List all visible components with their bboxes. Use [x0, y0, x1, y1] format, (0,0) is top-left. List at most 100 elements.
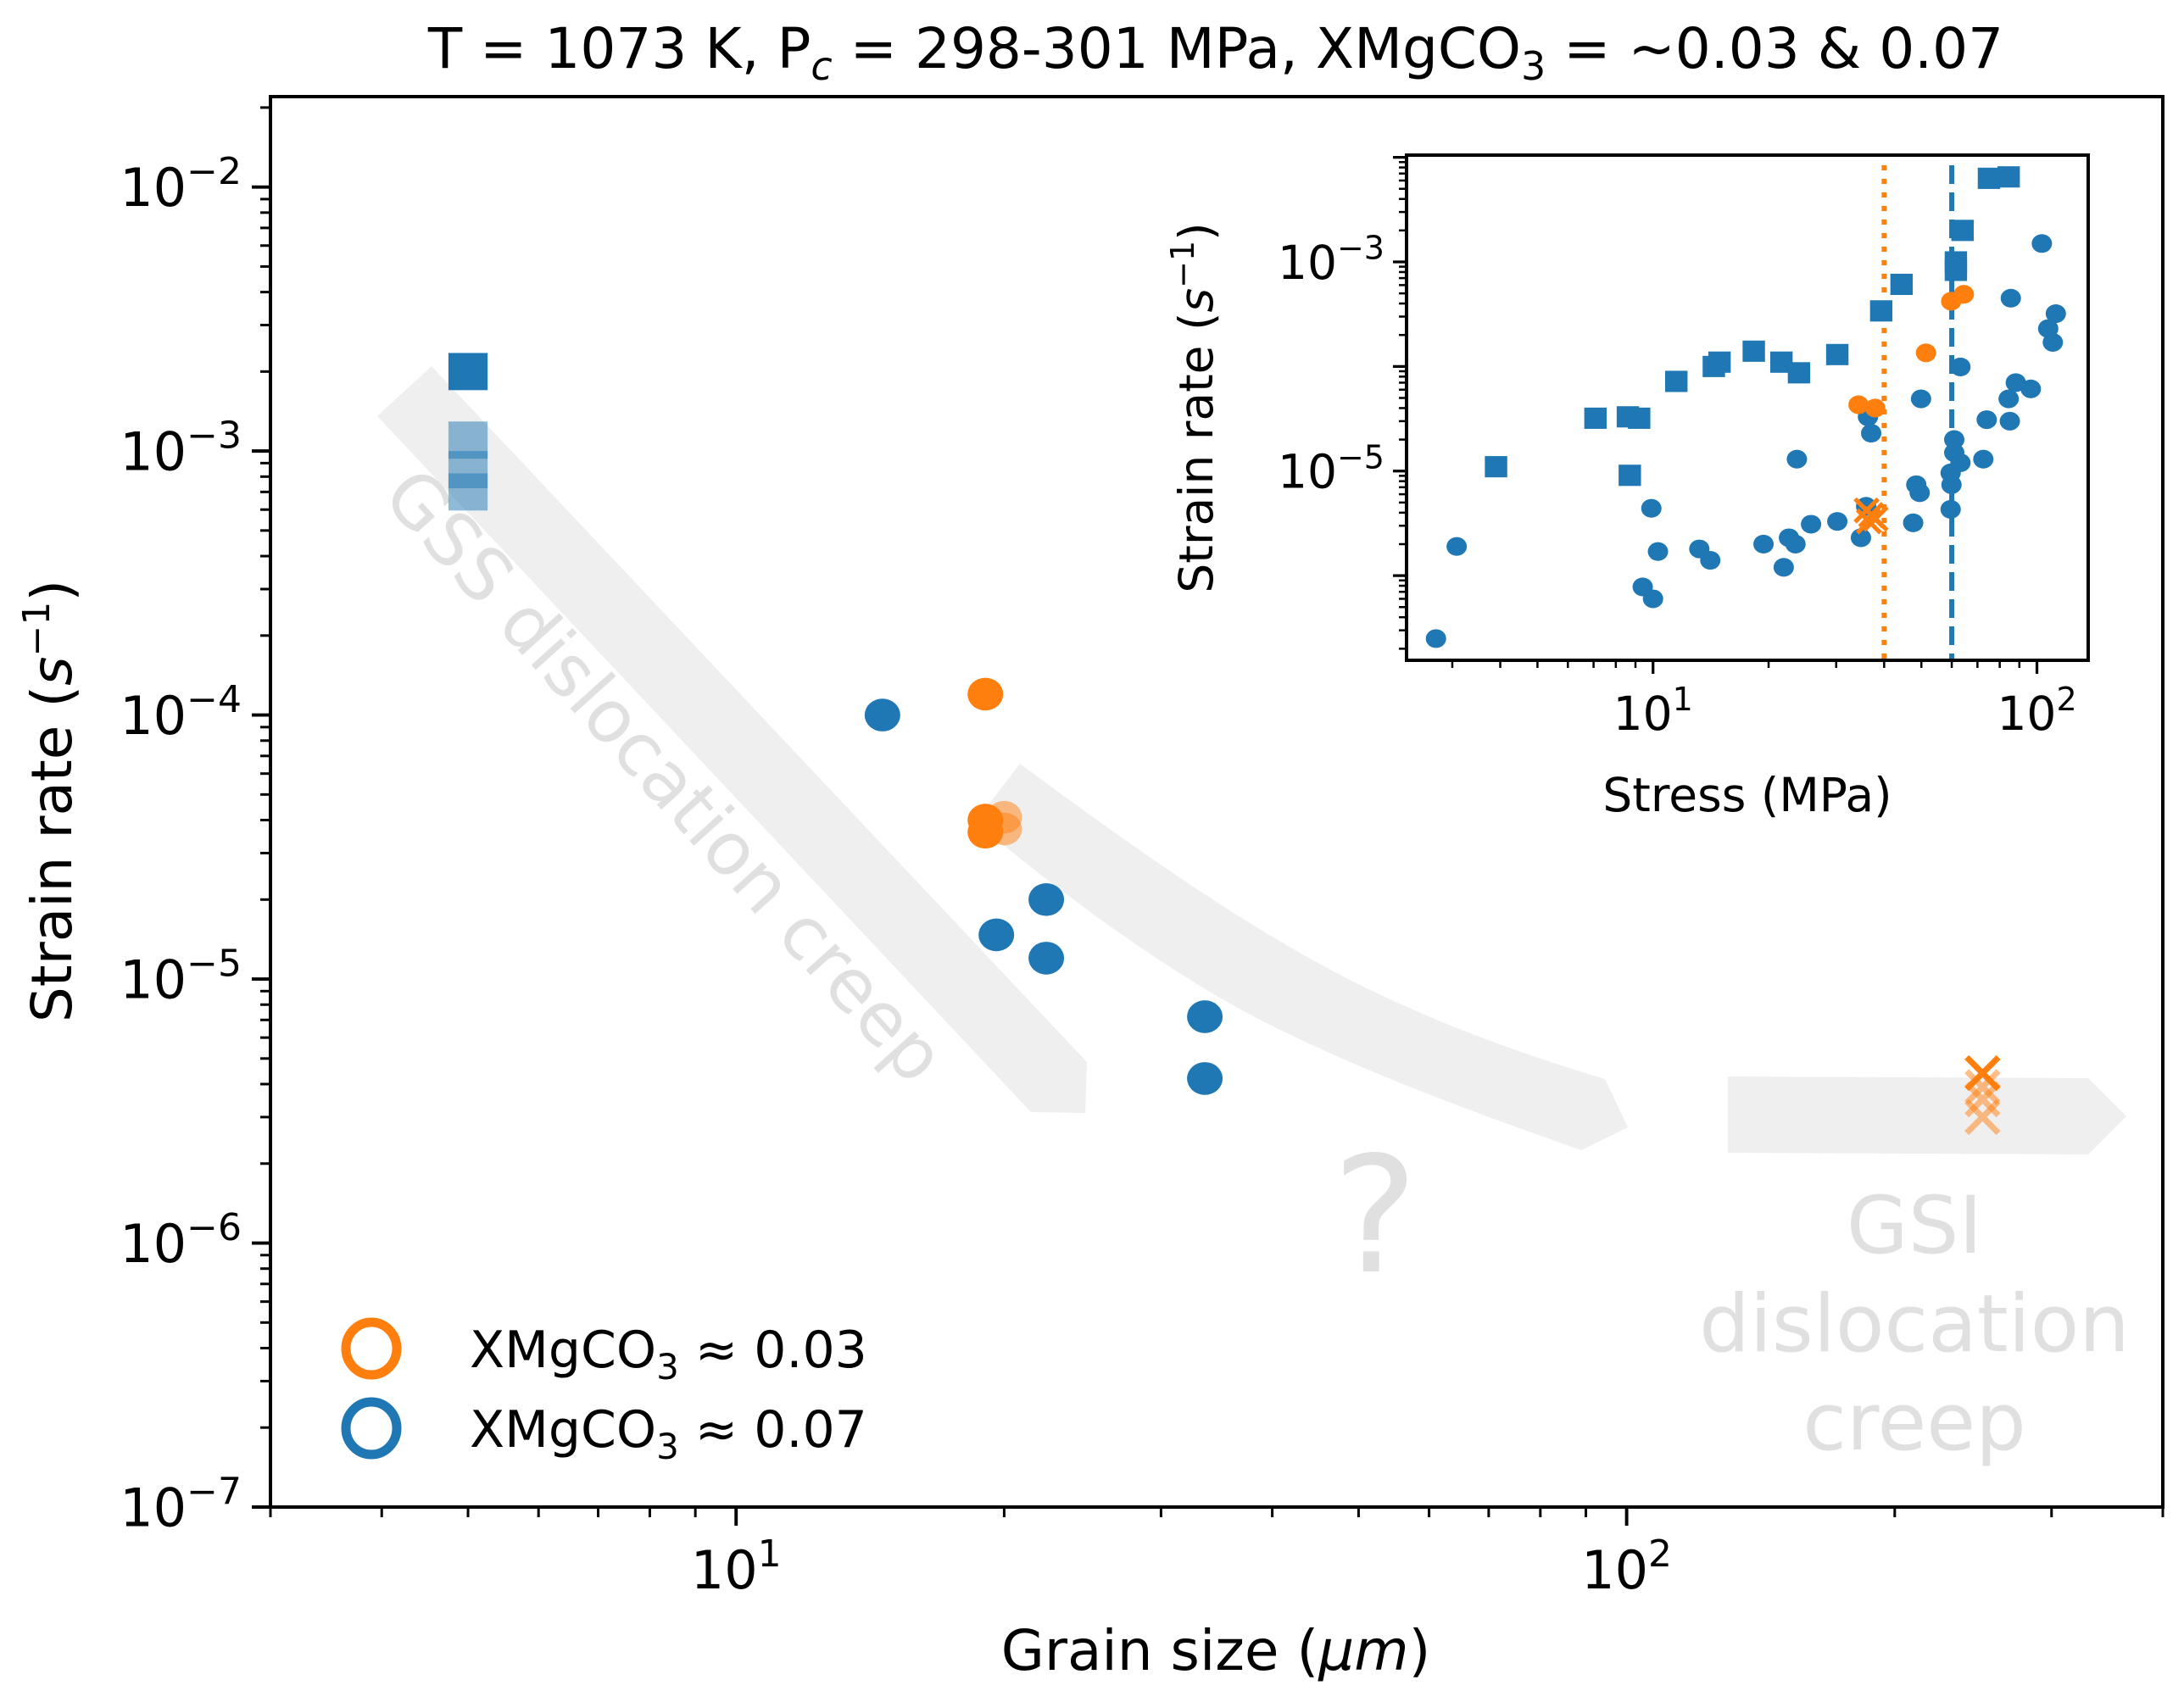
legend-label-0003: XMgCO3 ≈ 0.03	[470, 1321, 867, 1388]
y-axis-label: Strain rate (s−1)	[15, 580, 85, 1022]
data-point-circle	[1028, 942, 1065, 975]
legend-label-0007: XMgCO3 ≈ 0.07	[470, 1400, 867, 1467]
y-tick-label: 10−7	[120, 1470, 242, 1538]
data-point-circle	[1700, 551, 1721, 570]
inset-data-layer	[1425, 166, 2066, 648]
data-point-circle	[1827, 512, 1848, 531]
chart-title: T = 1073 K, Pc = 298-301 MPa, XMgCO3 = ~…	[427, 16, 2003, 89]
data-point-circle	[1909, 483, 1930, 503]
data-point-cross	[1855, 508, 1882, 535]
data-point-circle	[1976, 410, 1997, 430]
data-point-circle	[1647, 542, 1669, 561]
gsi-annotation-line3: creep	[1802, 1377, 2026, 1469]
data-point-circle	[1950, 453, 1971, 473]
y-tick-label: 10−2	[120, 150, 242, 219]
x-tick-label: 102	[1581, 1532, 1672, 1601]
gsi-arrow	[1728, 1076, 2126, 1154]
data-point-circle	[1801, 514, 1822, 534]
main-axes-frame	[269, 95, 2164, 1509]
data-point-cross	[1862, 505, 1889, 532]
x-tick-label: 101	[691, 1532, 782, 1601]
question-annotation: ?	[1333, 1122, 1418, 1310]
data-point-circle	[2045, 303, 2066, 324]
data-point-cross	[1964, 1054, 2001, 1092]
legend-entry-0003: XMgCO3 ≈ 0.03	[341, 1317, 867, 1388]
data-point-square	[1584, 407, 1607, 429]
data-point-circle	[1861, 424, 1882, 443]
x-axis-label: Grain size (μm)	[1001, 1618, 1431, 1683]
data-point-circle	[1425, 629, 1446, 648]
data-point-circle	[1786, 449, 1808, 469]
data-point-square	[1890, 273, 1914, 296]
data-point-square	[448, 473, 488, 511]
data-point-circle	[1915, 343, 1936, 363]
data-point-square	[1742, 340, 1765, 362]
data-point-square	[1825, 343, 1849, 365]
data-point-circle	[2031, 234, 2053, 253]
legend-entry-0007: XMgCO3 ≈ 0.07	[341, 1397, 867, 1467]
data-point-circle	[1028, 882, 1065, 916]
y-tick-label: 10−3	[120, 414, 242, 482]
data-point-circle	[1641, 498, 1662, 518]
data-point-circle	[1848, 395, 1869, 414]
data-point-square	[1787, 362, 1811, 384]
data-point-square	[1665, 370, 1688, 392]
data-point-circle	[1773, 558, 1794, 577]
y-tick-label: 10−6	[120, 1206, 242, 1275]
data-point-circle	[1850, 528, 1871, 548]
data-point-circle	[1944, 430, 1965, 449]
y-tick-label: 10−3	[1278, 230, 1384, 290]
data-point-circle	[1187, 1062, 1223, 1095]
x-tick-label: 102	[1997, 681, 2076, 741]
gsi-annotation-line2: dislocation	[1699, 1278, 2130, 1371]
data-point-square	[1618, 464, 1641, 487]
y-tick-label: 10−5	[120, 942, 242, 1010]
data-point-circle	[2042, 332, 2064, 352]
legend: XMgCO3 ≈ 0.03 XMgCO3 ≈ 0.07	[341, 1317, 867, 1467]
inset-x-axis-label: Stress (MPa)	[1602, 768, 1892, 822]
inset-background	[1407, 155, 2088, 660]
data-point-square	[1977, 167, 2001, 189]
data-point-circle	[1642, 589, 1663, 609]
data-point-square	[1869, 300, 1893, 322]
main-data-layer	[448, 353, 2001, 1136]
data-point-circle	[1187, 1000, 1223, 1033]
data-point-square	[1997, 166, 2020, 188]
data-point-circle	[1950, 357, 1971, 376]
data-point-circle	[1999, 411, 2020, 431]
data-point-circle	[1973, 449, 1994, 469]
main-ticks: 101 102 10−2 10−3 10−4 10−5 10−6 10−7	[120, 106, 2164, 1601]
data-point-square	[1708, 351, 1731, 373]
data-point-circle	[864, 698, 900, 731]
y-tick-label: 10−4	[120, 678, 242, 747]
data-point-circle	[2000, 288, 2021, 308]
data-point-square	[1951, 220, 1974, 242]
data-point-circle	[967, 677, 1004, 711]
gsi-annotation-line1: GSI	[1847, 1180, 1982, 1272]
data-point-circle	[1953, 285, 1975, 304]
data-point-square	[1485, 456, 1507, 478]
gss-arrow	[377, 366, 1087, 1113]
data-point-circle	[2020, 379, 2042, 398]
data-point-square	[448, 353, 488, 391]
data-point-circle	[1940, 499, 1961, 519]
data-point-circle	[978, 918, 1015, 952]
inset-ticks: 101 102 10−3 10−5	[1278, 155, 2077, 741]
data-point-square	[1944, 251, 1968, 273]
data-point-circle	[1446, 537, 1468, 556]
x-tick-label: 101	[1613, 681, 1693, 741]
y-tick-label: 10−5	[1278, 438, 1384, 498]
data-point-square	[1628, 407, 1651, 429]
inset-chart: 101 102 10−3 10−5 Stress (MPa) Strain rate …	[1164, 153, 2090, 822]
data-point-circle	[1864, 398, 1886, 418]
data-point-circle	[1910, 389, 1931, 409]
inset-y-axis-label: Strain rate (s−1)	[1164, 222, 1223, 592]
transition-arrow	[975, 764, 1628, 1150]
data-point-cross	[1964, 1069, 2001, 1105]
data-point-circle	[1903, 513, 1924, 532]
data-point-cross	[1964, 1099, 2001, 1136]
legend-marker-orange	[341, 1317, 402, 1380]
data-point-circle	[1753, 534, 1774, 554]
legend-marker-blue	[341, 1397, 402, 1460]
